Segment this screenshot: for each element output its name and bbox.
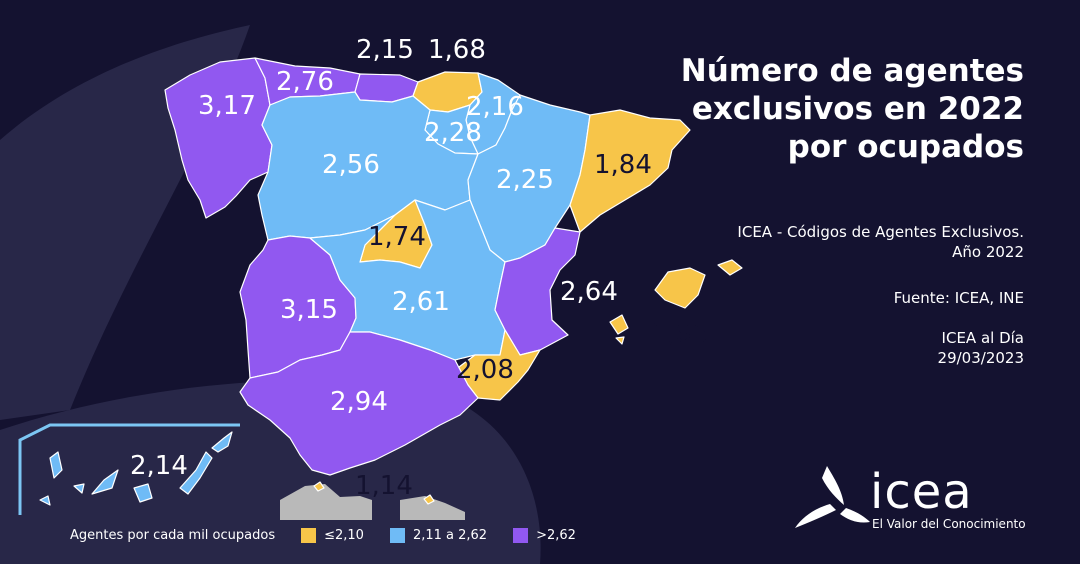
source-note: ICEA - Códigos de Agentes Exclusivos. Añ… [604, 222, 1024, 262]
legend-label-mid: 2,11 a 2,62 [412, 528, 488, 543]
label-asturias: 2,76 [276, 67, 334, 97]
label-andalucia: 2,94 [330, 387, 388, 417]
label-extremadura: 3,15 [280, 295, 338, 325]
region-canarias-tenerife[interactable] [91, 469, 119, 495]
label-aragon: 2,25 [496, 165, 554, 195]
region-canarias-gomera[interactable] [73, 483, 85, 494]
publication-line: ICEA al Día [941, 329, 1024, 347]
title-line: Número de agentes [680, 53, 1024, 89]
region-baleares-mallorca[interactable] [654, 267, 706, 309]
region-canarias-lanzarote[interactable] [211, 431, 233, 453]
region-baleares-ibiza[interactable] [609, 314, 629, 335]
legend-swatch-low [301, 528, 317, 543]
label-ceuta-melilla: 1,14 [355, 471, 413, 501]
region-canarias-palma[interactable] [49, 451, 63, 479]
legend-label-low: ≤2,10 [324, 528, 364, 543]
legend-label-high: >2,62 [536, 528, 576, 543]
africa-land-east [400, 496, 465, 520]
region-canarias-hierro[interactable] [39, 495, 51, 506]
legend: Agentes por cada mil ocupados ≤2,10 2,11… [70, 528, 576, 543]
label-valencia: 2,64 [560, 277, 618, 307]
label-cantabria: 2,15 [356, 35, 414, 65]
label-navarra: 2,16 [466, 92, 524, 122]
label-cataluna: 1,84 [594, 150, 652, 180]
region-cataluna[interactable] [569, 109, 691, 233]
title-line: por ocupados [787, 129, 1024, 165]
label-la-rioja: 2,28 [424, 118, 482, 148]
label-madrid: 1,74 [368, 222, 426, 252]
legend-swatch-high [513, 528, 529, 543]
title-line: exclusivos en 2022 [691, 91, 1024, 127]
legend-swatch-mid [389, 528, 405, 543]
region-andalucia[interactable] [239, 331, 479, 476]
canarias-frame [18, 423, 240, 515]
publication-date: 29/03/2023 [937, 349, 1024, 367]
africa-land [280, 484, 372, 520]
source-line: ICEA - Códigos de Agentes Exclusivos. [737, 223, 1024, 241]
label-murcia: 2,08 [456, 355, 514, 385]
label-galicia: 3,17 [198, 91, 256, 121]
fuente-note: Fuente: ICEA, INE [604, 288, 1024, 308]
region-baleares-menorca[interactable] [717, 259, 743, 276]
publication-note: ICEA al Día 29/03/2023 [604, 328, 1024, 368]
icea-logo-icon [795, 466, 870, 528]
label-castilla-la-mancha: 2,61 [392, 287, 450, 317]
region-galicia[interactable] [164, 57, 273, 219]
logo-tagline: El Valor del Conocimiento [872, 517, 1026, 531]
label-pais-vasco: 1,68 [428, 35, 486, 65]
logo-wordmark: icea [870, 464, 973, 520]
label-castilla-y-leon: 2,56 [322, 150, 380, 180]
region-melilla[interactable] [423, 494, 435, 505]
region-canarias-fuerteventura[interactable] [179, 451, 213, 495]
fuente-line: Fuente: ICEA, INE [893, 289, 1024, 307]
source-line: Año 2022 [952, 243, 1024, 261]
region-baleares-formentera[interactable] [615, 336, 625, 345]
legend-title: Agentes por cada mil ocupados [70, 528, 276, 543]
label-baleares: 1,66 [650, 319, 708, 349]
region-canarias-gran-canaria[interactable] [133, 483, 153, 503]
region-ceuta[interactable] [313, 481, 325, 492]
label-canarias: 2,14 [130, 451, 188, 481]
map-title: Número de agentes exclusivos en 2022 por… [604, 52, 1024, 166]
